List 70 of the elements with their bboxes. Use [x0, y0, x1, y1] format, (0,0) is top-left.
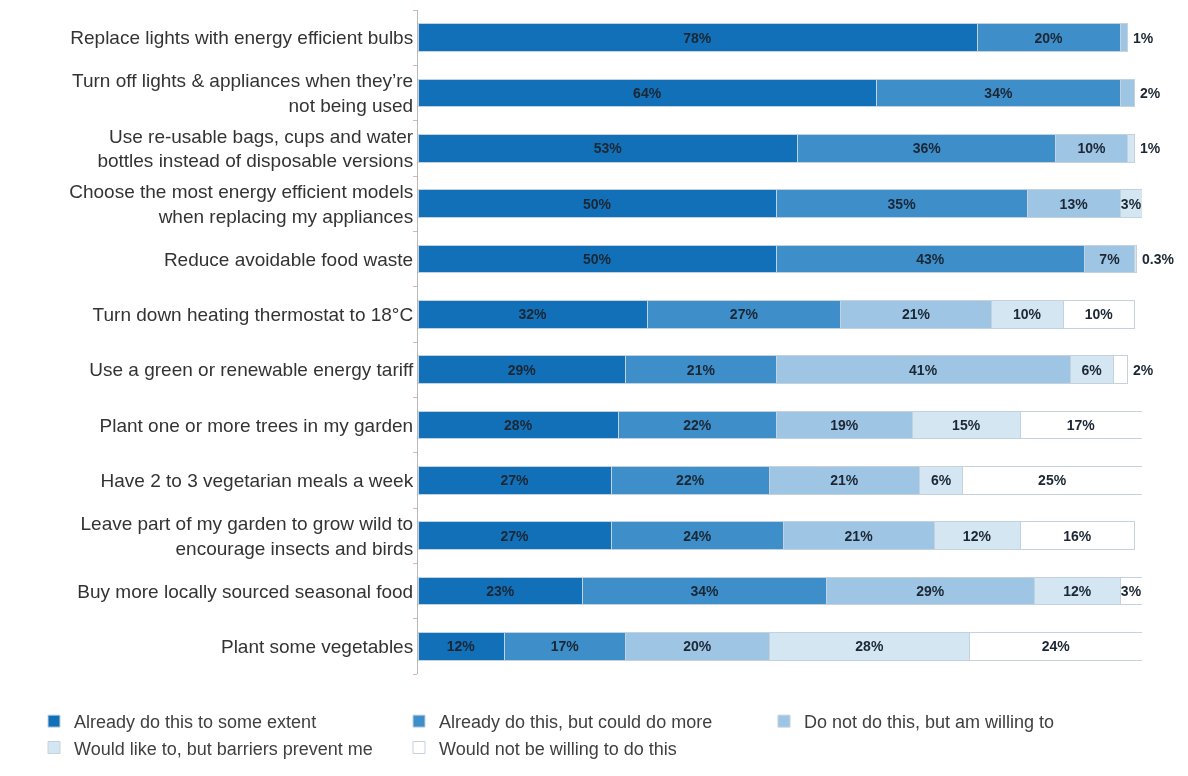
data-label: 1%	[1140, 140, 1161, 156]
data-label: 27%	[500, 472, 530, 489]
data-label: 3%	[1120, 195, 1142, 212]
data-label: 29%	[507, 361, 537, 378]
data-label: 41%	[909, 361, 938, 378]
y-tick-label: Leave part of my garden to grow wild to encourage insects and birds	[80, 512, 414, 559]
data-label: 36%	[912, 140, 942, 157]
data-label: 12%	[446, 638, 476, 655]
legend-label: Would not be willing to do this	[439, 738, 677, 759]
data-label: 12%	[962, 527, 992, 544]
data-label: 32%	[518, 306, 547, 323]
data-label: 27%	[729, 306, 759, 323]
data-label: 53%	[593, 140, 623, 157]
data-label: 21%	[901, 306, 931, 323]
data-label: 34%	[690, 583, 720, 599]
data-label: 27%	[500, 527, 530, 544]
data-label: 78%	[683, 29, 712, 46]
y-tick-label: Use a green or renewable energy tariff	[89, 359, 414, 381]
y-tick-label: Turn off lights & appliances when they’re not being used	[72, 70, 414, 116]
data-label: 21%	[830, 472, 859, 489]
data-label: 50%	[582, 195, 612, 212]
data-label: 19%	[830, 417, 859, 433]
data-label: 50%	[582, 251, 612, 267]
data-label: 64%	[633, 85, 662, 101]
data-label: 22%	[676, 472, 705, 489]
y-tick-label: Have 2 to 3 vegetarian meals a week	[100, 469, 414, 491]
y-tick-label: Choose the most energy efficient models when replacing my appliances	[69, 180, 414, 227]
data-label: 20%	[1034, 29, 1064, 46]
data-label: 35%	[887, 195, 917, 212]
data-label: 10%	[1084, 306, 1114, 323]
data-label: 2%	[1133, 362, 1154, 378]
data-label: 6%	[1081, 361, 1103, 378]
data-label: 12%	[1063, 583, 1092, 599]
data-label: 0.3%	[1142, 251, 1175, 267]
data-label: 28%	[504, 417, 533, 433]
data-label: 24%	[683, 527, 712, 544]
data-label: 16%	[1063, 527, 1092, 544]
legend-label: Already do this to some extent	[74, 712, 317, 733]
data-label: 10%	[1077, 140, 1107, 157]
y-tick-label: Plant one or more trees in my garden	[99, 414, 414, 436]
data-label: 28%	[855, 638, 884, 655]
data-label: 15%	[952, 417, 981, 433]
y-tick-label: Use re-usable bags, cups and water bottles instead of disposable versions	[97, 125, 414, 172]
y-tick-label: Plant some vegetables	[220, 635, 414, 657]
data-label: 17%	[550, 638, 580, 655]
data-label: 6%	[930, 472, 952, 489]
data-label: 2%	[1140, 85, 1161, 101]
data-label: 3%	[1120, 583, 1142, 599]
data-label: 23%	[486, 583, 515, 599]
data-label: 22%	[683, 417, 712, 433]
data-label: 13%	[1059, 195, 1089, 212]
data-label: 29%	[916, 583, 945, 599]
data-label: 25%	[1038, 472, 1067, 489]
data-label: 10%	[1013, 306, 1042, 323]
data-label: 21%	[686, 361, 716, 378]
data-label: 24%	[1041, 638, 1071, 655]
data-label: 20%	[683, 638, 712, 655]
data-label: 7%	[1099, 251, 1121, 267]
legend-label: Do not do this, but am willing to	[804, 712, 1055, 733]
y-tick-label: Replace lights with energy efficient bulbs	[70, 27, 414, 49]
y-tick-label: Reduce avoidable food waste	[163, 248, 414, 270]
data-label: 43%	[916, 251, 945, 267]
data-label: 17%	[1066, 417, 1096, 433]
legend-label: Would like to, but barriers prevent me	[74, 738, 373, 759]
legend-label: Already do this, but could do more	[439, 712, 713, 733]
data-label: 1%	[1133, 30, 1154, 46]
data-label: 34%	[984, 85, 1013, 101]
y-tick-label: Buy more locally sourced seasonal food	[77, 580, 414, 602]
y-tick-label: Turn down heating thermostat to 18°C	[92, 303, 414, 325]
data-label: 21%	[844, 527, 874, 544]
